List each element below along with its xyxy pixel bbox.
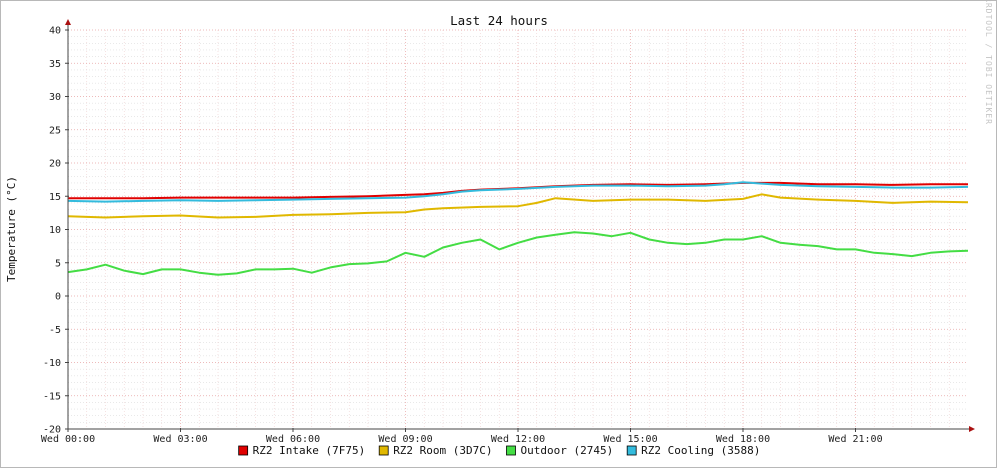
series-lines	[67, 181, 969, 276]
y-tick-label: -5	[49, 325, 61, 336]
y-axis-label: Temperature (°C)	[5, 176, 18, 282]
legend-swatch-4	[626, 445, 637, 456]
x-tick-label: Wed 12:00	[491, 434, 545, 445]
chart-title: Last 24 hours	[450, 13, 548, 28]
y-axis-ticks: 40 35 30 25 20 15 10 5 0 -5 -10 -15 -20	[43, 26, 61, 436]
y-tick-label: -10	[43, 358, 61, 369]
y-tick-label: 40	[49, 26, 61, 37]
y-tick-label: 30	[49, 92, 61, 103]
y-tick-label: 25	[49, 125, 61, 136]
y-axis-arrow	[65, 19, 71, 25]
legend-label-1: RZ2 Intake (7F75)	[253, 444, 366, 457]
x-axis-ticks: Wed 00:00 Wed 03:00 Wed 06:00 Wed 09:00 Wed …	[41, 434, 883, 445]
y-tick-label: 35	[49, 59, 61, 70]
x-tick-label: Wed 00:00	[41, 434, 95, 445]
rrdtool-watermark: RRDTOOL / TOBI OETIKER	[984, 1, 993, 125]
y-tick-label: 10	[49, 225, 61, 236]
x-tick-label: Wed 03:00	[153, 434, 207, 445]
x-tick-label: Wed 06:00	[266, 434, 320, 445]
y-tick-label: -15	[43, 391, 61, 402]
series-line-4	[67, 181, 969, 203]
x-axis-arrow	[969, 426, 975, 432]
legend-label-4: RZ2 Cooling (3588)	[641, 444, 760, 457]
legend-swatch-3	[506, 445, 516, 456]
y-tick-label: 5	[55, 258, 61, 269]
y-tick-label: -20	[43, 425, 61, 436]
y-tick-label: 20	[49, 159, 61, 170]
legend: RZ2 Intake (7F75) RZ2 Room (3D7C) Outdoor …	[238, 444, 760, 457]
x-tick-label: Wed 15:00	[603, 434, 657, 445]
legend-label-2: RZ2 Room (3D7C)	[393, 444, 492, 457]
series-line-3	[67, 231, 969, 276]
legend-label-3: Outdoor (2745)	[521, 444, 614, 457]
x-tick-label: Wed 21:00	[828, 434, 882, 445]
legend-swatch-1	[238, 445, 249, 456]
axes	[65, 19, 975, 432]
x-tick-label: Wed 18:00	[716, 434, 770, 445]
y-tick-label: 15	[49, 192, 61, 203]
series-line-2	[67, 193, 969, 219]
y-tick-label: 0	[55, 292, 61, 303]
legend-swatch-2	[378, 445, 389, 456]
grid	[67, 29, 968, 430]
x-tick-label: Wed 09:00	[378, 434, 432, 445]
